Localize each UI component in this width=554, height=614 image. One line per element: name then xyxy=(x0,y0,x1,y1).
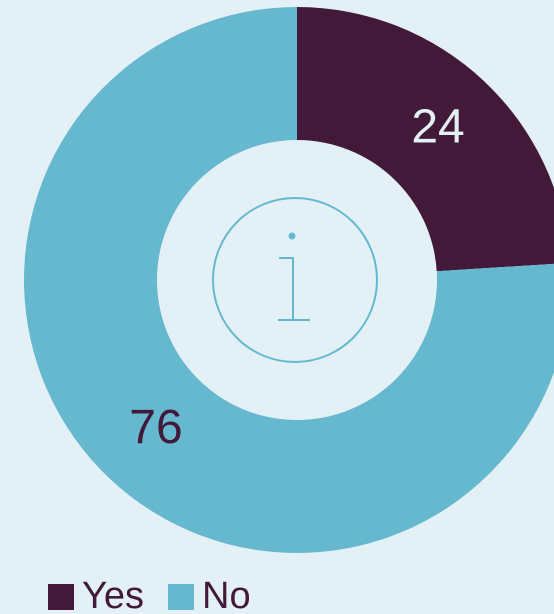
slices xyxy=(24,7,554,553)
info-icon xyxy=(212,197,378,363)
icon-circle xyxy=(212,197,378,363)
slice xyxy=(297,7,554,272)
value-label: 24 xyxy=(411,101,464,154)
legend-swatch xyxy=(48,584,74,610)
icon-stem xyxy=(278,257,310,321)
icon-dot xyxy=(288,232,296,240)
legend-label: Yes xyxy=(82,575,144,614)
legend-swatch xyxy=(168,584,194,610)
slice xyxy=(24,7,554,553)
legend-label: No xyxy=(202,575,251,614)
value-label: 76 xyxy=(129,401,182,454)
legend: Yes No xyxy=(48,575,251,614)
